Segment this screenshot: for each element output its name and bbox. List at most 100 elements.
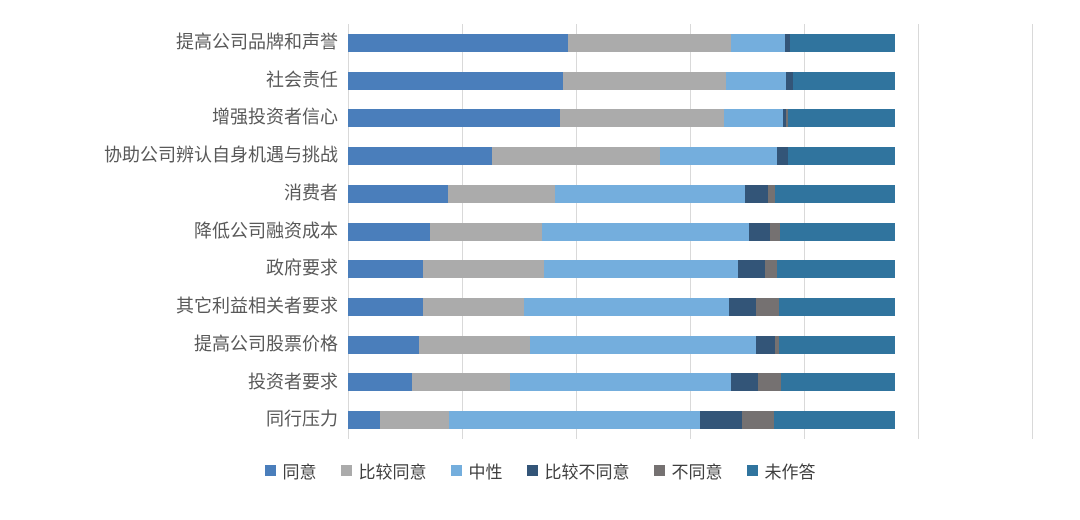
legend-item-somewhat-disagree: 比较不同意 — [526, 458, 630, 483]
bar-segment-neutral — [541, 222, 750, 241]
bar-segment-no-answer — [790, 33, 896, 52]
legend-swatch-somewhat-agree — [340, 465, 352, 476]
bar-segment-agree — [348, 33, 569, 52]
category-labels: 提高公司品牌和声誉社会责任增强投资者信心协助公司辨认自身机遇与挑战消费者降低公司… — [0, 24, 338, 439]
bar-segment-disagree — [785, 109, 788, 128]
bar-segment-no-answer — [780, 222, 896, 241]
bar-segment-somewhat-disagree — [784, 33, 791, 52]
category-label: 提高公司股票价格 — [194, 333, 338, 354]
legend-item-no-answer: 未作答 — [746, 458, 816, 483]
bar-segment-somewhat-agree — [568, 33, 732, 52]
bar-segment-disagree — [765, 260, 777, 279]
legend-label: 同意 — [282, 463, 317, 482]
legend-item-agree: 同意 — [264, 458, 317, 483]
legend-swatch-neutral — [450, 465, 462, 476]
bar-segment-somewhat-agree — [448, 184, 556, 203]
category-label: 消费者 — [284, 182, 338, 203]
bar-segment-disagree — [742, 411, 775, 430]
legend-label: 不同意 — [671, 463, 723, 482]
bar-segment-no-answer — [781, 373, 896, 392]
bar-segment-somewhat-disagree — [749, 222, 770, 241]
bar-segment-somewhat-disagree — [737, 260, 766, 279]
bar-segment-somewhat-disagree — [731, 373, 759, 392]
bar-row — [348, 373, 1032, 392]
bar-segment-somewhat-agree — [423, 297, 524, 316]
bar-segment-no-answer — [775, 184, 896, 203]
category-label: 投资者要求 — [248, 371, 338, 392]
legend: 同意 比较同意 中性 比较不同意 不同意 未作答 — [0, 458, 1080, 483]
bar-segment-no-answer — [788, 147, 896, 166]
legend-item-disagree: 不同意 — [653, 458, 723, 483]
bar-segment-somewhat-disagree — [776, 147, 788, 166]
bar-segment-no-answer — [792, 71, 896, 90]
bar-segment-somewhat-agree — [379, 411, 450, 430]
bar-segment-no-answer — [778, 297, 896, 316]
bar-row — [348, 71, 1032, 90]
bar-segment-neutral — [523, 297, 729, 316]
bar-segment-no-answer — [774, 411, 896, 430]
category-label: 同行压力 — [266, 409, 338, 430]
category-label: 协助公司辨认自身机遇与挑战 — [104, 145, 338, 166]
bar-segment-somewhat-agree — [560, 109, 725, 128]
gridline — [1032, 24, 1033, 439]
legend-item-neutral: 中性 — [450, 458, 503, 483]
category-label: 降低公司融资成本 — [194, 220, 338, 241]
bar-segment-agree — [348, 71, 564, 90]
bar-segment-agree — [348, 222, 431, 241]
bar-segment-neutral — [724, 109, 784, 128]
category-label: 增强投资者信心 — [212, 107, 338, 128]
category-label: 提高公司品牌和声誉 — [176, 32, 338, 52]
legend-swatch-disagree — [653, 465, 665, 476]
bar-row — [348, 335, 1032, 354]
bar-segment-somewhat-agree — [491, 147, 661, 166]
bar-segment-agree — [348, 147, 492, 166]
bar-row — [348, 297, 1032, 316]
bar-segment-no-answer — [776, 260, 896, 279]
legend-label: 比较同意 — [358, 463, 427, 482]
gridline — [918, 24, 919, 439]
legend-label: 中性 — [468, 463, 503, 482]
bar-segment-somewhat-agree — [418, 335, 531, 354]
bar-segment-somewhat-disagree — [700, 411, 743, 430]
bar-segment-neutral — [555, 184, 745, 203]
category-label: 政府要求 — [266, 258, 338, 279]
bar-segment-neutral — [509, 373, 732, 392]
bar-segment-somewhat-disagree — [785, 71, 793, 90]
legend-item-somewhat-agree: 比较同意 — [340, 458, 427, 483]
plot-area — [348, 24, 1033, 439]
bar-segment-somewhat-agree — [411, 373, 510, 392]
bar-row — [348, 411, 1032, 430]
legend-swatch-no-answer — [746, 465, 758, 476]
bar-segment-disagree — [767, 184, 776, 203]
bar-segment-neutral — [544, 260, 738, 279]
bar-segment-disagree — [775, 335, 779, 354]
bar-segment-agree — [348, 184, 449, 203]
bar-segment-neutral — [726, 71, 786, 90]
bar-segment-somewhat-disagree — [744, 184, 768, 203]
bar-row — [348, 260, 1032, 279]
category-label: 其它利益相关者要求 — [176, 296, 338, 317]
bar-segment-somewhat-agree — [430, 222, 542, 241]
bar-segment-disagree — [769, 222, 781, 241]
legend-label: 比较不同意 — [544, 463, 630, 482]
bar-segment-neutral — [449, 411, 701, 430]
bar-segment-agree — [348, 297, 424, 316]
bar-segment-somewhat-agree — [563, 71, 727, 90]
bar-segment-somewhat-disagree — [756, 335, 776, 354]
bar-row — [348, 109, 1032, 128]
bar-segment-neutral — [731, 33, 785, 52]
bar-row — [348, 184, 1032, 203]
bar-segment-somewhat-disagree — [728, 297, 757, 316]
bar-segment-neutral — [530, 335, 757, 354]
bar-segment-no-answer — [778, 335, 896, 354]
bars — [348, 24, 1032, 439]
bar-segment-agree — [348, 411, 380, 430]
legend-swatch-somewhat-disagree — [526, 465, 538, 476]
bar-segment-disagree — [758, 373, 782, 392]
bar-segment-somewhat-agree — [423, 260, 545, 279]
bar-row — [348, 147, 1032, 166]
category-label: 社会责任 — [266, 69, 338, 90]
bar-segment-disagree — [756, 297, 779, 316]
bar-row — [348, 222, 1032, 241]
bar-segment-somewhat-disagree — [783, 109, 786, 128]
